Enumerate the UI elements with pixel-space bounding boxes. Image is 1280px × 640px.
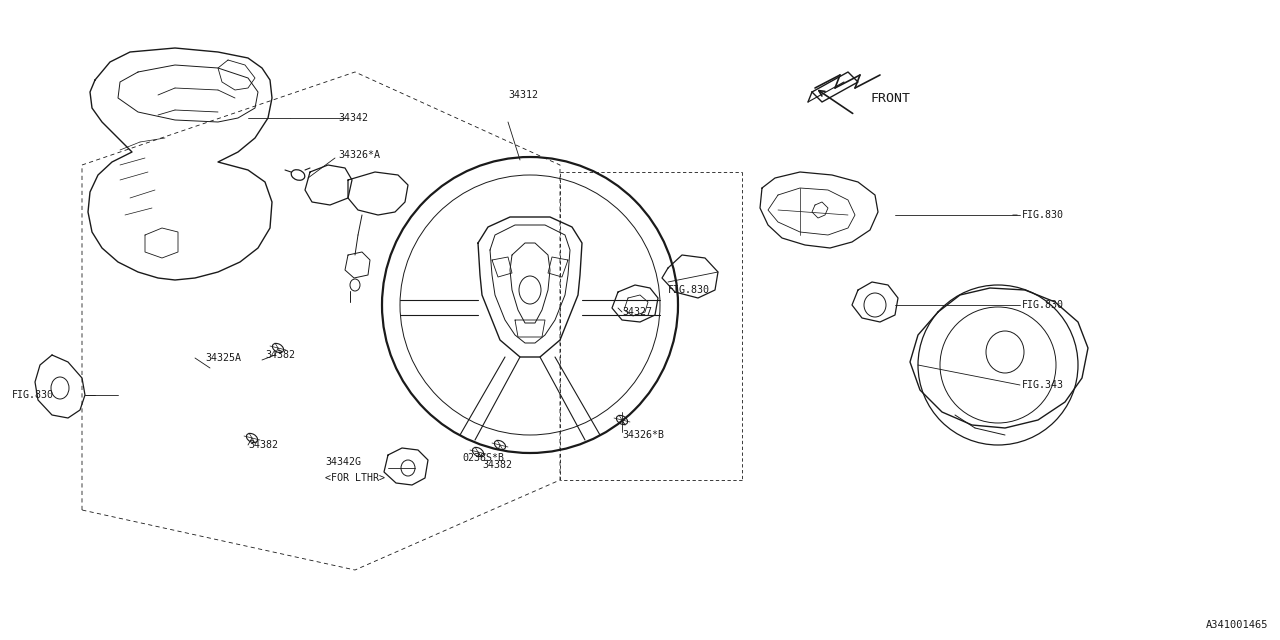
Text: 34342: 34342	[338, 113, 369, 123]
Text: 34327: 34327	[622, 307, 652, 317]
Text: FIG.830: FIG.830	[1021, 300, 1064, 310]
Text: FIG.830: FIG.830	[1021, 210, 1064, 220]
Text: 34326*B: 34326*B	[622, 430, 664, 440]
Text: 34382: 34382	[265, 350, 294, 360]
Text: 34342G: 34342G	[325, 457, 361, 467]
Text: FIG.830: FIG.830	[668, 285, 710, 295]
Text: 34382: 34382	[248, 440, 278, 450]
Text: A341001465: A341001465	[1206, 620, 1268, 630]
Text: 0238S*B: 0238S*B	[462, 453, 504, 463]
Text: FIG.830: FIG.830	[12, 390, 54, 400]
Text: <FOR LTHR>: <FOR LTHR>	[325, 473, 385, 483]
Text: 34325A: 34325A	[205, 353, 241, 363]
Text: 34382: 34382	[483, 460, 512, 470]
Text: FIG.343: FIG.343	[1021, 380, 1064, 390]
Text: 34326*A: 34326*A	[338, 150, 380, 160]
Text: 34312: 34312	[508, 90, 538, 100]
Text: FRONT: FRONT	[870, 92, 910, 104]
